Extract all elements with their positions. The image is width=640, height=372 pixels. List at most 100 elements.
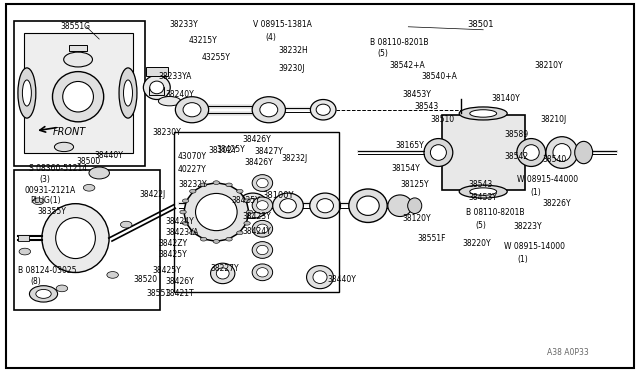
- Ellipse shape: [523, 145, 539, 160]
- Text: 38453Y: 38453Y: [402, 90, 431, 99]
- Ellipse shape: [260, 103, 278, 117]
- Text: 38140Y: 38140Y: [492, 94, 520, 103]
- Text: 38453Y: 38453Y: [468, 193, 497, 202]
- Text: 40227Y: 40227Y: [178, 165, 207, 174]
- Text: 38165Y: 38165Y: [396, 141, 424, 150]
- Ellipse shape: [252, 174, 273, 192]
- Text: 38227Y: 38227Y: [210, 264, 239, 273]
- Text: 38543: 38543: [415, 102, 439, 110]
- Ellipse shape: [316, 104, 330, 115]
- Circle shape: [200, 183, 207, 187]
- Ellipse shape: [408, 198, 422, 214]
- Circle shape: [213, 240, 220, 243]
- Text: 38102Y: 38102Y: [208, 146, 237, 155]
- Bar: [69, 45, 87, 51]
- Ellipse shape: [349, 189, 387, 222]
- Text: 38226Y: 38226Y: [543, 199, 572, 208]
- Circle shape: [180, 210, 186, 214]
- Text: 38125Y: 38125Y: [400, 180, 429, 189]
- Ellipse shape: [124, 80, 132, 106]
- Ellipse shape: [252, 197, 273, 214]
- Ellipse shape: [54, 142, 74, 152]
- Ellipse shape: [252, 220, 273, 237]
- Circle shape: [83, 185, 95, 191]
- Text: V 08915-1381A: V 08915-1381A: [253, 20, 312, 29]
- Text: 38355Y: 38355Y: [37, 207, 66, 216]
- Text: (1): (1): [517, 255, 528, 264]
- Text: 38510: 38510: [430, 115, 454, 124]
- Text: 38427Y: 38427Y: [255, 147, 284, 156]
- Text: 38540+A: 38540+A: [421, 72, 457, 81]
- Circle shape: [237, 189, 243, 193]
- Text: 38542: 38542: [504, 153, 529, 161]
- Circle shape: [189, 231, 196, 235]
- Bar: [18, 235, 29, 241]
- Ellipse shape: [119, 68, 137, 118]
- Text: 3842ZY: 3842ZY: [159, 239, 188, 248]
- Text: 38423YA: 38423YA: [165, 228, 198, 237]
- Text: 38232J: 38232J: [282, 154, 308, 163]
- Ellipse shape: [56, 218, 95, 259]
- Ellipse shape: [143, 75, 170, 99]
- Text: 38542+A: 38542+A: [389, 61, 425, 70]
- Ellipse shape: [237, 193, 268, 218]
- Ellipse shape: [575, 141, 593, 164]
- Ellipse shape: [424, 139, 453, 167]
- Text: B 08110-8201B: B 08110-8201B: [466, 208, 524, 217]
- Circle shape: [226, 183, 232, 187]
- Circle shape: [107, 272, 118, 278]
- Ellipse shape: [64, 52, 92, 67]
- Circle shape: [29, 286, 58, 302]
- Text: 38425Y: 38425Y: [216, 145, 245, 154]
- Ellipse shape: [307, 266, 333, 289]
- Bar: [174, 132, 339, 292]
- Text: 39230J: 39230J: [278, 64, 305, 73]
- Ellipse shape: [150, 81, 164, 94]
- Text: 43070Y: 43070Y: [178, 152, 207, 161]
- Ellipse shape: [22, 80, 31, 106]
- Text: 38551G: 38551G: [61, 22, 91, 31]
- Text: 38426Y: 38426Y: [165, 278, 194, 286]
- Circle shape: [200, 237, 207, 241]
- Text: 38422J: 38422J: [140, 190, 166, 199]
- Ellipse shape: [244, 199, 261, 213]
- Text: 38543: 38543: [468, 180, 493, 189]
- Ellipse shape: [310, 193, 340, 218]
- Ellipse shape: [183, 103, 201, 117]
- Ellipse shape: [211, 263, 235, 284]
- Circle shape: [33, 198, 44, 205]
- Text: 38210J: 38210J: [541, 115, 567, 124]
- Ellipse shape: [257, 224, 268, 234]
- Ellipse shape: [470, 110, 497, 117]
- Ellipse shape: [63, 81, 93, 112]
- Text: 38501: 38501: [467, 20, 493, 29]
- Bar: [442, 115, 525, 190]
- Ellipse shape: [42, 204, 109, 272]
- Text: 38210Y: 38210Y: [534, 61, 563, 70]
- Text: 38240Y: 38240Y: [165, 90, 194, 99]
- Circle shape: [56, 285, 68, 292]
- Ellipse shape: [252, 97, 285, 123]
- Text: (3): (3): [40, 175, 51, 184]
- Text: S 08360-51214: S 08360-51214: [29, 164, 87, 173]
- Circle shape: [237, 231, 243, 235]
- Bar: [14, 170, 160, 310]
- Text: 38551: 38551: [146, 289, 170, 298]
- Text: 38426Y: 38426Y: [242, 135, 271, 144]
- Ellipse shape: [184, 183, 248, 241]
- Ellipse shape: [257, 246, 268, 254]
- Text: (4): (4): [266, 33, 276, 42]
- Ellipse shape: [175, 97, 209, 123]
- Text: 43215Y: 43215Y: [189, 36, 218, 45]
- Text: 38120Y: 38120Y: [402, 214, 431, 223]
- Text: 38426Y: 38426Y: [244, 158, 273, 167]
- Text: 38154Y: 38154Y: [392, 164, 420, 173]
- Text: 38232Y: 38232Y: [178, 180, 207, 189]
- Ellipse shape: [18, 68, 36, 118]
- Text: 38220Y: 38220Y: [462, 239, 491, 248]
- Text: 38100Y: 38100Y: [262, 191, 294, 200]
- Circle shape: [19, 248, 31, 255]
- Bar: [146, 67, 168, 76]
- Ellipse shape: [216, 268, 229, 279]
- Text: 00931-2121A: 00931-2121A: [24, 186, 76, 195]
